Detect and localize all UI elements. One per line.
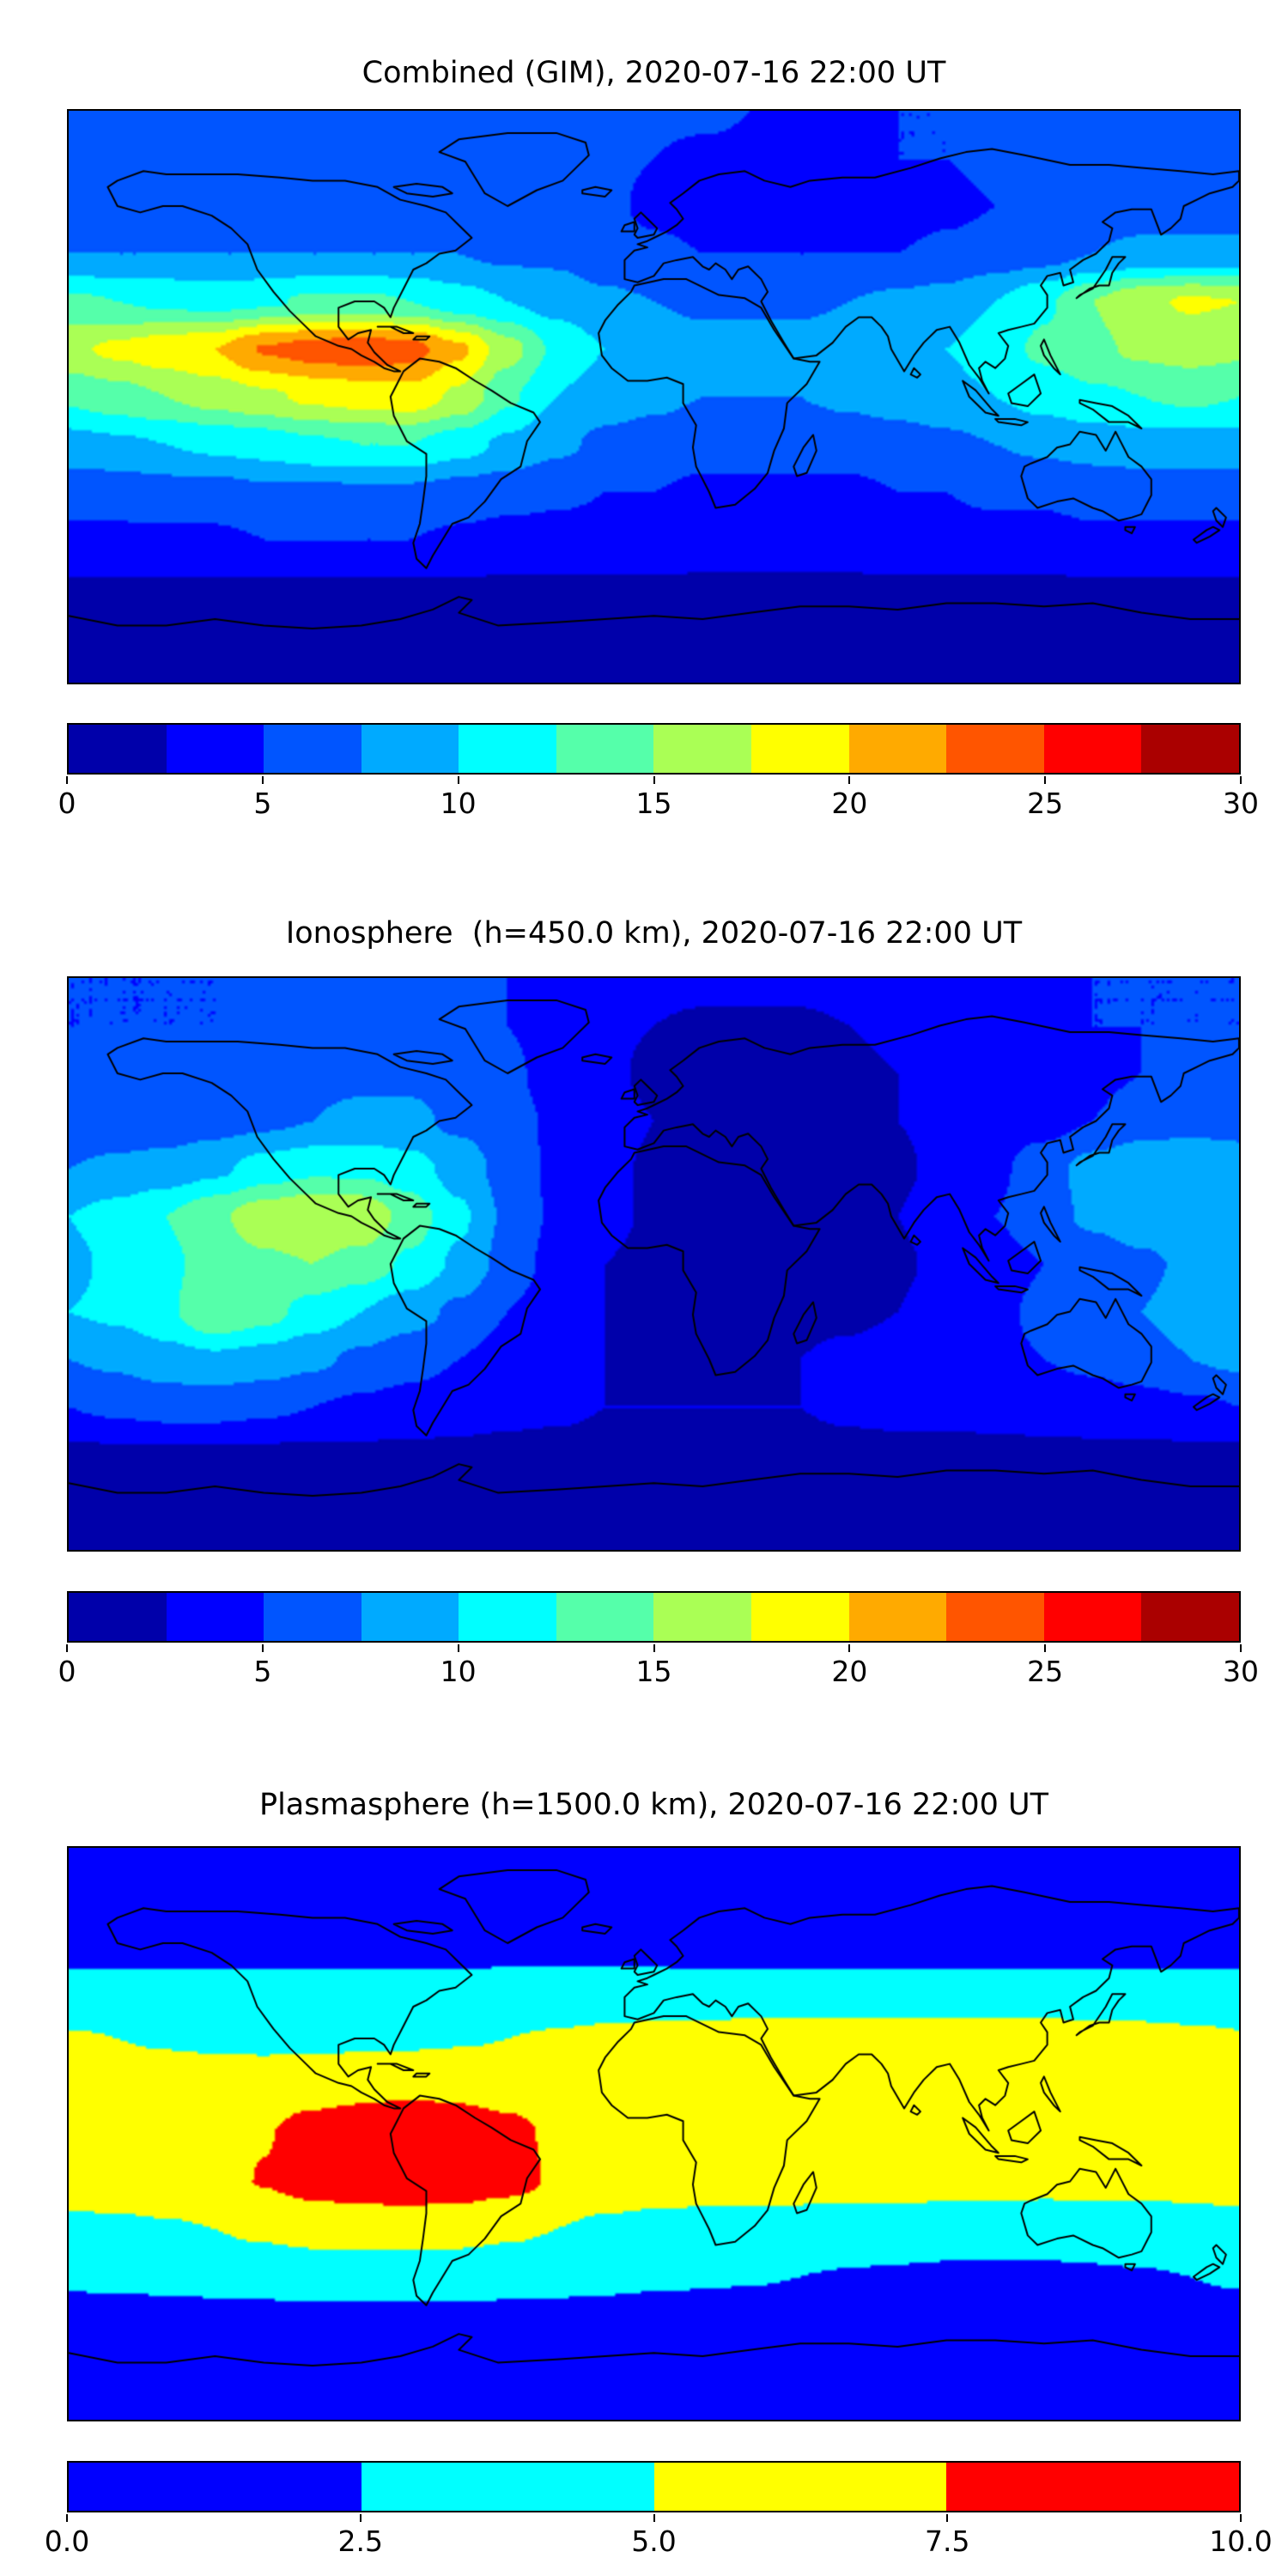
panel-title-ionosphere: Ionosphere (h=450.0 km), 2020-07-16 22:0…: [285, 916, 1023, 951]
colorbar-ticks-plasmasphere: 0.0 2.5 5.0 7.5 10.0: [45, 2514, 1273, 2559]
colorbar-segment: [69, 1593, 167, 1641]
colorbar-tick-mark: [261, 776, 264, 784]
colorbar-segment: [946, 1593, 1044, 1641]
colorbar-tick-mark: [653, 1644, 655, 1652]
colorbar-segment: [361, 725, 459, 773]
world-map-combined: [67, 109, 1241, 684]
colorbar-tick-mark: [848, 1644, 851, 1652]
colorbar-tick-mark: [1044, 1644, 1047, 1652]
colorbar-segment: [848, 725, 947, 773]
colorbar-segment: [459, 1593, 556, 1641]
colorbar-tick-mark: [653, 2514, 655, 2522]
colorbar-tick-label: 0: [58, 787, 76, 820]
colorbar-tick-mark: [66, 776, 68, 784]
map-canvas-plasmasphere: [69, 1848, 1239, 2420]
colorbar-segment: [946, 725, 1044, 773]
colorbar-tick-mark: [1044, 776, 1047, 784]
colorbar-tick-label: 10: [440, 787, 477, 820]
colorbar-tick-label: 10.0: [1209, 2524, 1273, 2558]
colorbar-segment: [556, 1593, 654, 1641]
world-map-plasmasphere: [67, 1846, 1241, 2421]
colorbar-segment: [556, 725, 654, 773]
colorbar-segment: [653, 1593, 752, 1641]
colorbar-tick-label: 15: [635, 787, 672, 820]
colorbar-tick-mark: [1240, 776, 1242, 784]
colorbar-ticks-combined: 0 5 10 15 20 25 30: [58, 776, 1259, 821]
colorbar-tick-label: 5: [253, 1655, 272, 1688]
colorbar-tick-mark: [946, 2514, 949, 2522]
colorbar-tick-label: 30: [1223, 1655, 1259, 1688]
colorbar-segment: [361, 1593, 459, 1641]
colorbar-segment: [1141, 725, 1239, 773]
colorbar-tick-label: 20: [831, 1655, 868, 1688]
colorbar-plasmasphere: [67, 2461, 1241, 2512]
colorbar-tick-label: 20: [831, 787, 868, 820]
colorbar-tick-mark: [1240, 2514, 1242, 2522]
colorbar-tick-label: 7.5: [925, 2524, 970, 2558]
panel-title-plasmasphere: Plasmasphere (h=1500.0 km), 2020-07-16 2…: [258, 1788, 1049, 1822]
colorbar-tick-label: 25: [1027, 1655, 1064, 1688]
colorbar-combined: [67, 723, 1241, 775]
colorbar-segment: [264, 725, 361, 773]
colorbar-tick-mark: [1240, 1644, 1242, 1652]
colorbar-segment: [848, 1593, 947, 1641]
colorbar-segment: [1043, 1593, 1142, 1641]
colorbar-tick-label: 25: [1027, 787, 1064, 820]
colorbar-segment: [361, 2463, 654, 2511]
colorbar-tick-mark: [66, 2514, 68, 2522]
colorbar-tick-mark: [261, 1644, 264, 1652]
map-canvas-ionosphere: [69, 978, 1239, 1550]
colorbar-segment: [751, 1593, 849, 1641]
colorbar-segment: [166, 1593, 264, 1641]
colorbar-tick-mark: [457, 776, 459, 784]
colorbar-segment: [264, 1593, 361, 1641]
colorbar-tick-mark: [457, 1644, 459, 1652]
map-canvas-combined: [69, 111, 1239, 683]
colorbar-segment: [751, 725, 849, 773]
colorbar-segment: [1043, 725, 1142, 773]
colorbar-ionosphere: [67, 1591, 1241, 1643]
colorbar-segment: [69, 725, 167, 773]
colorbar-tick-label: 5.0: [631, 2524, 677, 2558]
colorbar-segment: [653, 725, 752, 773]
world-map-ionosphere: [67, 976, 1241, 1552]
colorbar-tick-label: 30: [1223, 787, 1259, 820]
colorbar-tick-label: 5: [253, 787, 272, 820]
panel-title-combined: Combined (GIM), 2020-07-16 22:00 UT: [361, 56, 946, 90]
colorbar-ticks-ionosphere: 0 5 10 15 20 25 30: [58, 1644, 1259, 1689]
colorbar-tick-label: 0.0: [44, 2524, 90, 2558]
colorbar-segment: [1141, 1593, 1239, 1641]
colorbar-segment: [946, 2463, 1239, 2511]
colorbar-segment: [459, 725, 556, 773]
colorbar-tick-mark: [359, 2514, 361, 2522]
colorbar-segment: [69, 2463, 361, 2511]
colorbar-segment: [166, 725, 264, 773]
colorbar-tick-mark: [66, 1644, 68, 1652]
colorbar-tick-mark: [848, 776, 851, 784]
colorbar-tick-label: 10: [440, 1655, 477, 1688]
colorbar-tick-label: 2.5: [337, 2524, 383, 2558]
colorbar-tick-mark: [653, 776, 655, 784]
colorbar-tick-label: 15: [635, 1655, 672, 1688]
colorbar-tick-label: 0: [58, 1655, 76, 1688]
colorbar-segment: [653, 2463, 947, 2511]
